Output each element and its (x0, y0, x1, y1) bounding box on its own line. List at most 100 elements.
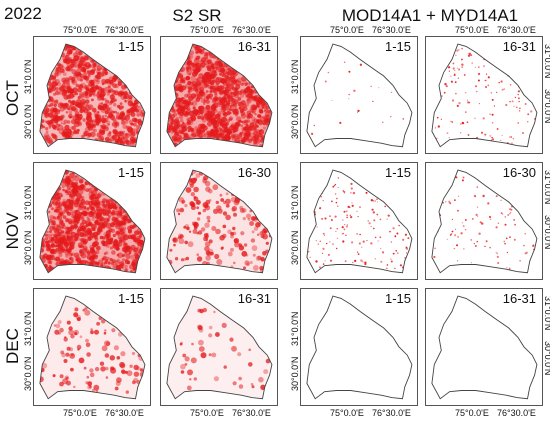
hotspot-point (133, 371, 140, 377)
hotspot-point (262, 126, 267, 130)
hotspot-point (230, 234, 234, 239)
hotspot-point (111, 122, 117, 127)
hotspot-point (219, 85, 223, 88)
hotspot-point (257, 114, 262, 118)
hotspot-point (77, 237, 81, 241)
hotspot-point (74, 332, 78, 336)
period-label: 1-15 (117, 165, 144, 180)
hotspot-point (226, 71, 230, 75)
hotspot-point (207, 219, 211, 223)
hotspot-point (336, 247, 338, 250)
hotspot-point (119, 102, 123, 105)
hotspot-point (81, 206, 87, 212)
hotspot-point (117, 241, 123, 247)
hotspot-point (80, 195, 85, 200)
hotspot-point (231, 345, 237, 352)
hotspot-point (329, 227, 332, 230)
hotspot-point (61, 89, 68, 95)
hotspot-point (484, 245, 486, 248)
hotspot-point (62, 72, 67, 76)
hotspot-point (102, 68, 108, 74)
hotspot-point (353, 89, 356, 92)
hotspot-point (354, 259, 357, 262)
hotspot-point (237, 352, 242, 357)
hotspot-point (89, 368, 94, 373)
hotspot-point (113, 90, 119, 96)
hotspot-point (185, 101, 191, 107)
hotspot-point (49, 215, 55, 220)
hotspot-point (324, 217, 327, 220)
hotspot-point (434, 127, 436, 129)
hotspot-point (83, 94, 88, 99)
hotspot-point (55, 226, 60, 230)
hotspot-point (496, 252, 498, 255)
hotspot-point (461, 222, 463, 224)
period-label: 1-15 (117, 291, 144, 306)
hotspot-point (232, 110, 237, 115)
hotspot-point (56, 81, 62, 87)
hotspot-point (86, 375, 90, 379)
hotspot-point (519, 260, 521, 262)
hotspot-point (128, 251, 132, 255)
hotspot-point (345, 225, 348, 228)
hotspot-point (392, 252, 395, 255)
hotspot-point (208, 132, 213, 137)
hotspot-point (175, 97, 181, 103)
hotspot-point (451, 230, 454, 233)
hotspot-point (49, 230, 52, 234)
hotspot-point (477, 79, 480, 82)
hotspot-point (114, 222, 121, 228)
period-label: 1-15 (384, 165, 411, 180)
hotspot-point (461, 66, 463, 68)
hotspot-point (342, 240, 345, 243)
hotspot-point (250, 238, 256, 243)
hotspot-point (76, 67, 82, 73)
hotspot-point (349, 206, 351, 208)
hotspot-point (503, 240, 506, 243)
hotspot-point (47, 259, 52, 264)
hotspot-point (262, 233, 268, 240)
hotspot-point (505, 103, 508, 107)
hotspot-point (66, 198, 71, 204)
hotspot-point (76, 75, 83, 82)
hotspot-point (255, 129, 261, 135)
hotspot-point (102, 108, 106, 111)
hotspot-point (407, 237, 410, 240)
lon-tick-label: 75°0.0'E (330, 408, 364, 418)
hotspot-point (104, 117, 109, 123)
hotspot-point (104, 209, 110, 214)
hotspot-point (201, 74, 207, 80)
hotspot-point (60, 194, 64, 198)
hotspot-point (239, 109, 244, 114)
hotspot-point (74, 307, 79, 312)
hotspot-point (109, 258, 113, 262)
hotspot-point (246, 110, 252, 116)
hotspot-point (491, 113, 494, 116)
hotspot-point (192, 229, 198, 234)
hotspot-point (377, 201, 378, 203)
hotspot-point (113, 210, 120, 216)
hotspot-point (68, 226, 74, 232)
hotspot-point (67, 85, 72, 90)
hotspot-point (378, 87, 380, 89)
hotspot-point (205, 238, 208, 241)
hotspot-point (495, 251, 497, 253)
hotspot-point (51, 133, 57, 139)
hotspot-point (64, 124, 70, 130)
hotspot-point (374, 236, 377, 239)
hotspot-point (231, 87, 236, 91)
hotspot-point (97, 223, 103, 228)
hotspot-point (116, 356, 121, 360)
hotspot-point (229, 111, 232, 115)
hotspot-point (213, 114, 218, 120)
hotspot-point (491, 98, 494, 101)
hotspot-point (78, 177, 84, 183)
hotspot-point (465, 111, 467, 113)
hotspot-point (212, 184, 219, 191)
map-panel-oct-s2-2: 16-31 (160, 36, 278, 154)
hotspot-point (130, 234, 137, 240)
region-fill (306, 296, 412, 399)
hotspot-point (330, 219, 333, 221)
hotspot-point (87, 211, 90, 214)
hotspot-layer (39, 44, 145, 147)
